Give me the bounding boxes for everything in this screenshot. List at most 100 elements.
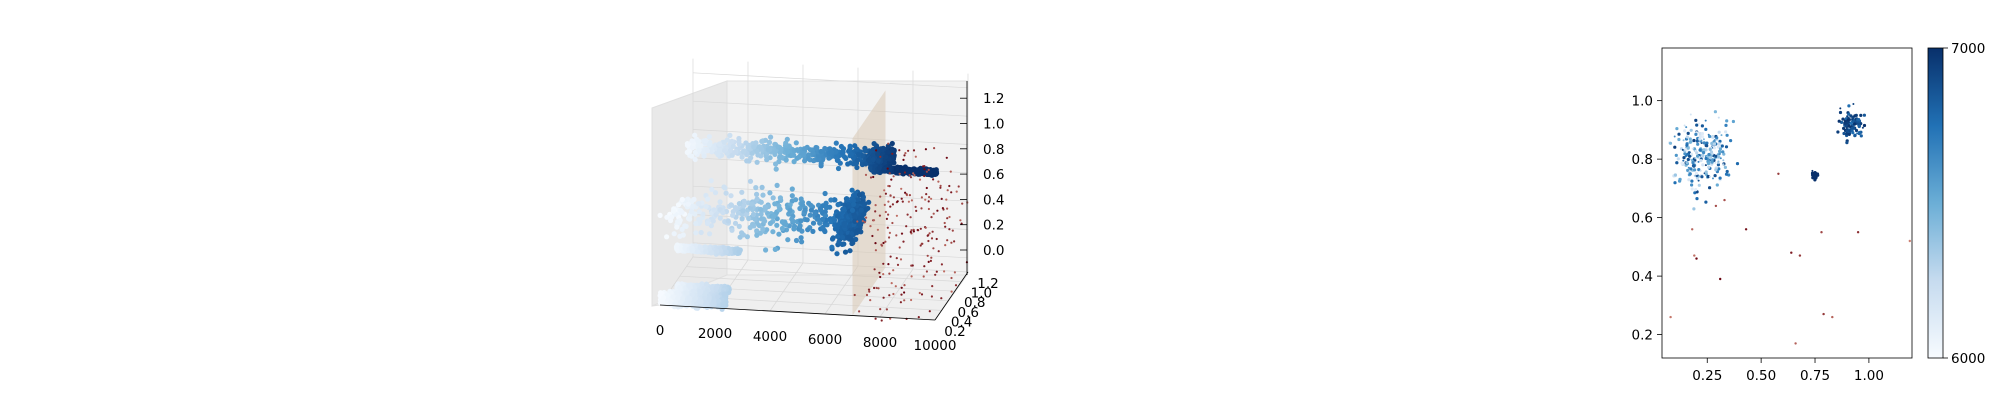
data-point [1702,141,1706,145]
data-point [763,247,769,253]
outlier-point [902,240,905,243]
data-point [1695,123,1699,127]
data-point [707,231,713,237]
outlier-point [949,170,952,173]
data-point [927,169,934,175]
data-point [664,214,670,220]
data-point [728,147,734,153]
outlier-point [930,295,934,298]
x-tick-label: 0.75 [1800,368,1830,384]
data-point [1714,161,1717,164]
data-point [793,237,800,244]
data-point [739,154,745,160]
outlier-point [1744,228,1748,231]
data-point [822,228,828,235]
data-point [1677,137,1681,142]
outlier-point [892,292,895,296]
outlier-point [905,225,908,228]
data-point [770,229,776,235]
outlier-point [906,213,909,216]
data-point [829,149,835,155]
data-point [701,153,707,159]
outlier-point [920,207,923,210]
outlier-point [946,217,949,220]
data-point [1712,177,1714,180]
outlier-point [928,196,931,199]
data-point [871,141,877,147]
outlier-point [914,155,917,158]
outlier-point [953,240,956,243]
data-point [1695,197,1699,201]
outlier-point [888,172,891,175]
outlier-point [874,317,877,320]
data-point [764,157,770,163]
outlier-point [1798,254,1802,257]
outlier-point [944,244,947,247]
data-point [680,296,686,302]
outlier-point [948,228,951,231]
data-point [813,145,819,151]
data-point [1706,162,1711,166]
data-point [1846,118,1850,122]
data-point [1695,139,1699,143]
data-point [759,138,765,144]
data-point [1845,129,1849,133]
y-tick-label: 0.4 [1632,269,1653,285]
outlier-point [888,236,891,239]
data-point [1676,157,1680,161]
data-point [1842,131,1846,136]
data-point [732,205,739,211]
outlier-point [950,191,953,194]
data-point [704,220,711,227]
data-point [835,165,842,172]
z-tick-label: 0.0 [983,243,1004,259]
outlier-point [890,282,893,285]
data-point [863,161,869,167]
data-point [854,146,860,152]
outlier-point [944,225,947,228]
data-point [756,223,763,229]
z-tick-label: 1.2 [983,91,1004,107]
data-point [774,182,780,188]
data-point [677,284,683,291]
data-point [1862,113,1866,117]
data-point [818,160,824,167]
outlier-point [1714,204,1718,208]
data-point [703,138,709,144]
outlier-point [935,270,938,273]
outlier-point [887,213,890,216]
data-point [861,211,867,217]
data-point [785,237,791,243]
data-point [745,145,752,151]
data-point [806,156,812,162]
data-point [689,209,695,215]
data-point [899,167,905,173]
data-point [1724,172,1729,176]
data-point [736,249,742,255]
outlier-point [861,220,864,223]
data-point [1854,113,1858,117]
outlier-point [1777,172,1780,175]
grid-line [692,72,969,89]
data-point [1696,142,1700,146]
outlier-point [889,194,892,197]
data-point [1673,135,1676,138]
outlier-point [927,168,930,171]
data-point [791,226,797,232]
outlier-point [953,271,957,274]
data-point [765,147,772,153]
outlier-point [940,197,943,200]
x-tick-label: 0.25 [1692,368,1722,384]
data-point [799,239,805,245]
data-point [830,235,836,241]
data-point [664,234,670,240]
data-point [770,195,776,201]
data-point [798,218,804,224]
data-point [875,158,881,164]
data-point [1691,161,1695,165]
outlier-point [869,225,872,228]
data-point [835,213,841,219]
x-tick-label: 4000 [753,329,787,345]
data-point [832,222,838,228]
